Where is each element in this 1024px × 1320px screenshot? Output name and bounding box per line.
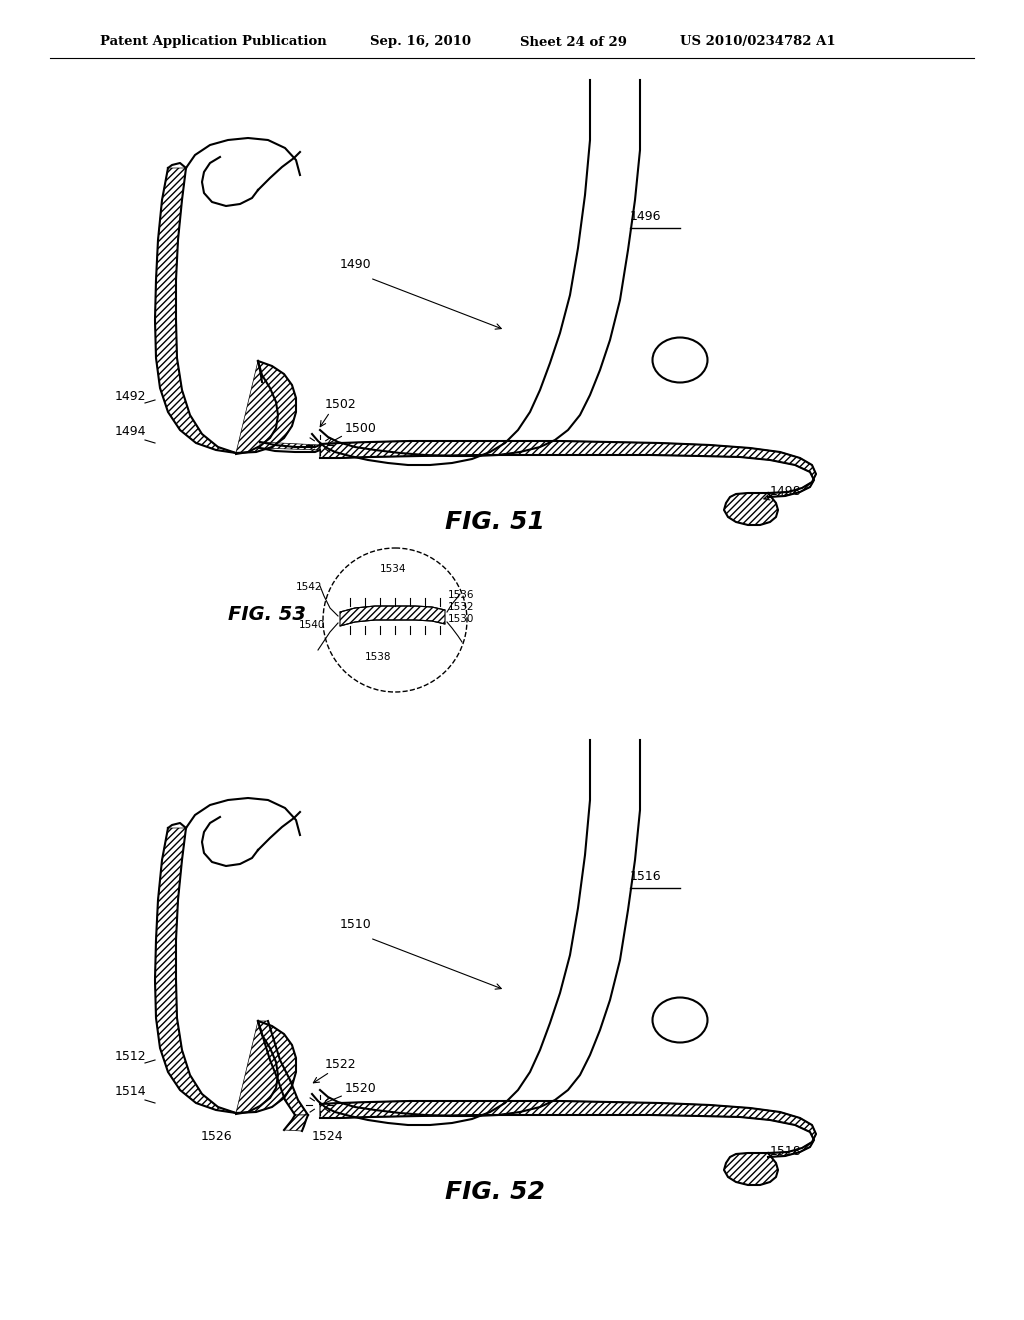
Text: 1500: 1500 [345, 422, 377, 436]
Polygon shape [340, 606, 445, 626]
Text: US 2010/0234782 A1: US 2010/0234782 A1 [680, 36, 836, 49]
Text: 1530: 1530 [449, 614, 474, 624]
Text: Patent Application Publication: Patent Application Publication [100, 36, 327, 49]
Polygon shape [724, 1152, 778, 1185]
Text: 1524: 1524 [312, 1130, 344, 1143]
Polygon shape [260, 442, 319, 450]
Text: 1510: 1510 [340, 917, 372, 931]
Text: 1522: 1522 [325, 1059, 356, 1071]
Text: 1518: 1518 [770, 1144, 802, 1158]
Text: 1520: 1520 [345, 1082, 377, 1096]
Polygon shape [155, 828, 296, 1113]
Text: 1538: 1538 [365, 652, 391, 663]
Text: 1526: 1526 [201, 1130, 232, 1143]
Polygon shape [724, 492, 778, 525]
Text: 1536: 1536 [449, 590, 474, 601]
Text: Sep. 16, 2010: Sep. 16, 2010 [370, 36, 471, 49]
Text: FIG. 51: FIG. 51 [445, 510, 545, 535]
Text: 1494: 1494 [115, 425, 146, 438]
Text: FIG. 52: FIG. 52 [445, 1180, 545, 1204]
Text: 1532: 1532 [449, 602, 474, 612]
Text: 1534: 1534 [380, 564, 407, 574]
Text: 1490: 1490 [340, 257, 372, 271]
Text: 1512: 1512 [115, 1049, 146, 1063]
Text: 1498: 1498 [770, 484, 802, 498]
Text: 1514: 1514 [115, 1085, 146, 1098]
Polygon shape [258, 1020, 308, 1115]
Polygon shape [319, 441, 816, 498]
Polygon shape [155, 168, 296, 453]
Text: 1492: 1492 [115, 389, 146, 403]
Polygon shape [319, 1101, 816, 1158]
Text: 1496: 1496 [630, 210, 662, 223]
Text: 1516: 1516 [630, 870, 662, 883]
Text: 1542: 1542 [296, 582, 322, 591]
Polygon shape [284, 1115, 308, 1131]
Text: FIG. 53: FIG. 53 [228, 606, 306, 624]
Text: 1502: 1502 [325, 399, 356, 411]
Text: Sheet 24 of 29: Sheet 24 of 29 [520, 36, 627, 49]
Text: 1540: 1540 [299, 620, 325, 630]
